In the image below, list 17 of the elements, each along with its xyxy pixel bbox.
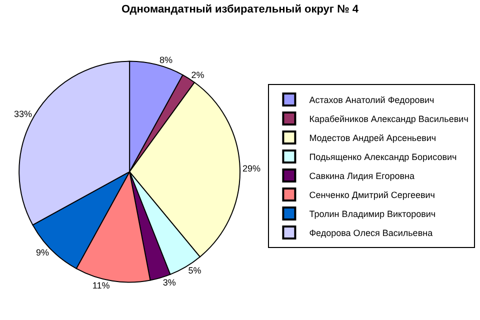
legend-label: Тролин Владимир Викторович	[309, 209, 436, 220]
legend-label: Савкина Лидия Егоровна	[309, 171, 414, 182]
legend-label: Сенченко Дмитрий Сергеевич	[309, 190, 436, 200]
legend-label: Федорова Олеся Васильевна	[309, 228, 433, 238]
data-label: 11%	[92, 280, 110, 291]
legend-label: Карабейников Александр Васильевич	[309, 114, 469, 124]
legend-label: Астахов Анатолий Федорович	[309, 95, 435, 106]
data-label: 9%	[36, 247, 49, 258]
data-label: 29%	[242, 163, 260, 174]
data-label: 2%	[191, 70, 204, 80]
data-label: 8%	[160, 55, 173, 66]
data-label: 3%	[162, 277, 176, 288]
legend-label: Модестов Андрей Арсеньевич	[309, 133, 436, 144]
chart-title: Одномандатный избирательный округ № 4	[121, 4, 360, 16]
legend-label: Подьященко Александр Борисович	[309, 152, 458, 162]
data-label: 5%	[188, 266, 202, 276]
data-label: 33%	[14, 109, 32, 120]
